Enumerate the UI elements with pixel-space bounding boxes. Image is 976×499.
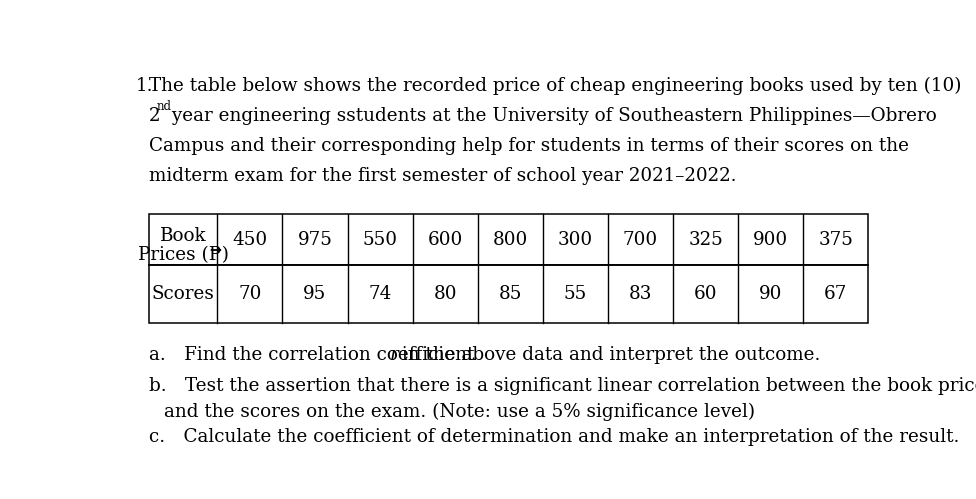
Text: 80: 80 xyxy=(433,285,457,303)
Text: and the scores on the exam. (Note: use a 5% significance level): and the scores on the exam. (Note: use a… xyxy=(164,403,755,421)
Text: The table below shows the recorded price of cheap engineering books used by ten : The table below shows the recorded price… xyxy=(149,77,961,95)
Bar xyxy=(149,215,869,265)
Text: a. Find the correlation coefficient: a. Find the correlation coefficient xyxy=(149,346,480,364)
Text: in the above data and interpret the outcome.: in the above data and interpret the outc… xyxy=(395,346,820,364)
Text: 85: 85 xyxy=(499,285,522,303)
Text: r: r xyxy=(389,346,398,364)
Text: 700: 700 xyxy=(623,231,658,249)
Text: Book: Book xyxy=(160,227,207,245)
Text: c. Calculate the coefficient of determination and make an interpretation of the : c. Calculate the coefficient of determin… xyxy=(149,428,959,446)
Bar xyxy=(149,265,869,323)
Text: Scores: Scores xyxy=(152,285,215,303)
Text: 975: 975 xyxy=(298,231,333,249)
Text: 600: 600 xyxy=(427,231,463,249)
Text: 550: 550 xyxy=(362,231,397,249)
Text: nd: nd xyxy=(157,100,172,113)
Text: Campus and their corresponding help for students in terms of their scores on the: Campus and their corresponding help for … xyxy=(149,137,909,155)
Text: 70: 70 xyxy=(238,285,262,303)
Text: 2: 2 xyxy=(149,107,161,125)
Text: 83: 83 xyxy=(629,285,652,303)
Text: 375: 375 xyxy=(818,231,853,249)
Text: 325: 325 xyxy=(688,231,723,249)
Text: 95: 95 xyxy=(304,285,327,303)
Text: 90: 90 xyxy=(759,285,783,303)
Text: year engineering sstudents at the University of Southeastern Philippines—Obrero: year engineering sstudents at the Univer… xyxy=(166,107,937,125)
Text: Prices (₱): Prices (₱) xyxy=(138,247,228,264)
Text: midterm exam for the first semester of school year 2021–2022.: midterm exam for the first semester of s… xyxy=(149,167,737,185)
Text: 74: 74 xyxy=(368,285,391,303)
Text: a. Find the correlation coefficient: a. Find the correlation coefficient xyxy=(149,346,480,364)
Text: 1.: 1. xyxy=(136,77,153,95)
Text: 300: 300 xyxy=(558,231,593,249)
Text: 55: 55 xyxy=(564,285,587,303)
Text: 450: 450 xyxy=(232,231,267,249)
Text: 800: 800 xyxy=(493,231,528,249)
Text: b. Test the assertion that there is a significant linear correlation between the: b. Test the assertion that there is a si… xyxy=(149,377,976,395)
Text: 900: 900 xyxy=(753,231,789,249)
Text: 67: 67 xyxy=(824,285,847,303)
Text: 60: 60 xyxy=(694,285,717,303)
